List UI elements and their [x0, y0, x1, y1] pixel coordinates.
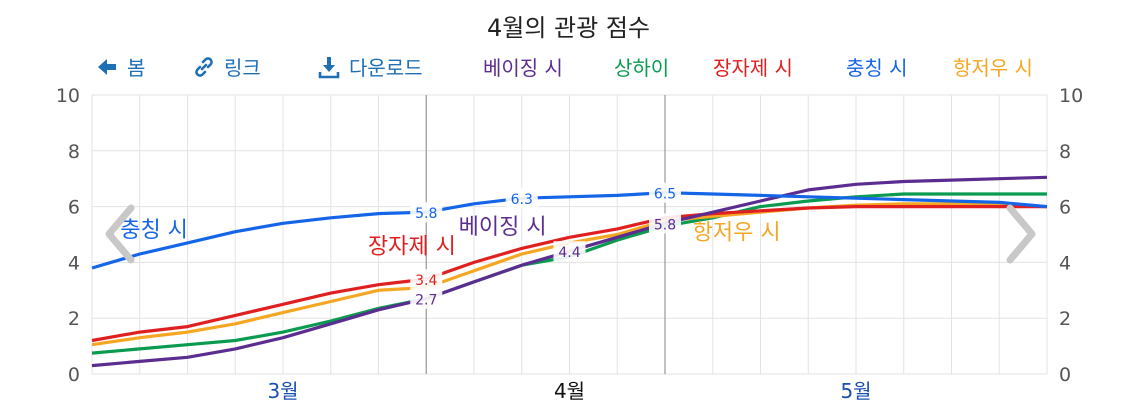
download-icon [318, 56, 340, 78]
x-tick-label: 3월 [267, 379, 298, 403]
y-tick-label-right: 4 [1059, 252, 1071, 274]
series-line [425, 235, 570, 281]
legend-item-shanghai[interactable]: 상하이 [614, 56, 670, 80]
legend-item-chongqing[interactable]: 충칭 시 [846, 56, 908, 80]
point-label-bg [505, 188, 538, 209]
point-value-label: 3.4 [415, 273, 437, 289]
series-line [91, 210, 427, 270]
point-value-label: 5.8 [415, 206, 437, 222]
point-label-bg [649, 213, 681, 234]
link-label: 링크 [224, 56, 261, 80]
series-line [426, 195, 570, 214]
y-tick-label-right: 8 [1059, 141, 1071, 163]
legend-item-zhangjiajie[interactable]: 장자제 시 [713, 56, 793, 80]
series-annotation: 장자제 시 [368, 235, 456, 260]
point-value-label: 6.5 [654, 187, 676, 203]
y-tick-label-left: 6 [68, 197, 80, 219]
y-tick-label-left: 0 [68, 364, 80, 386]
next-arrow-icon[interactable] [1002, 204, 1038, 264]
prev-arrow-icon[interactable] [103, 204, 139, 264]
point-label-bg [410, 269, 443, 290]
point-value-label: 4.4 [558, 245, 580, 261]
point-value-label: 6.3 [511, 192, 533, 208]
y-tick-label-right: 2 [1059, 308, 1071, 330]
point-label-bg [410, 288, 443, 309]
arrow-left-icon [98, 58, 116, 75]
back-label: 봄 [127, 56, 146, 80]
series-annotation: 충칭 시 [120, 218, 188, 243]
point-label-bg [553, 241, 586, 262]
series-line [425, 241, 570, 290]
series-line [664, 205, 1047, 220]
y-tick-label-left: 10 [56, 85, 80, 107]
download-label: 다운로드 [349, 56, 423, 80]
series-line [664, 175, 1048, 225]
point-value-label: 2.7 [415, 293, 437, 309]
y-tick-label-left: 2 [68, 308, 80, 330]
series-line [91, 297, 427, 368]
download-button[interactable]: 다운로드 [317, 52, 423, 81]
x-tick-label: 4월 [554, 379, 585, 403]
chart-title: 4월의 관광 점수 [486, 14, 650, 42]
point-value-label: 5.8 [654, 217, 676, 233]
series-line [91, 285, 427, 347]
x-tick-label: 5월 [840, 379, 871, 403]
series-line [91, 277, 427, 343]
link-button[interactable]: 링크 [192, 52, 261, 81]
point-label-bg [410, 202, 443, 223]
y-tick-label-left: 4 [68, 252, 80, 274]
legend-item-beijing[interactable]: 베이징 시 [483, 56, 563, 80]
link-icon [195, 56, 213, 77]
y-tick-label-left: 8 [68, 141, 80, 163]
back-button[interactable]: 봄 [95, 52, 145, 81]
series-line [425, 249, 570, 301]
y-tick-label-right: 6 [1059, 197, 1071, 219]
legend-item-hangzhou[interactable]: 항저우 시 [953, 56, 1033, 80]
point-label-bg [649, 182, 681, 203]
series-line [664, 191, 1048, 209]
series-annotation: 베이징 시 [459, 215, 547, 240]
y-tick-label-right: 10 [1059, 85, 1083, 107]
y-tick-label-right: 0 [1059, 364, 1071, 386]
series-annotation: 항저우 시 [693, 221, 781, 246]
